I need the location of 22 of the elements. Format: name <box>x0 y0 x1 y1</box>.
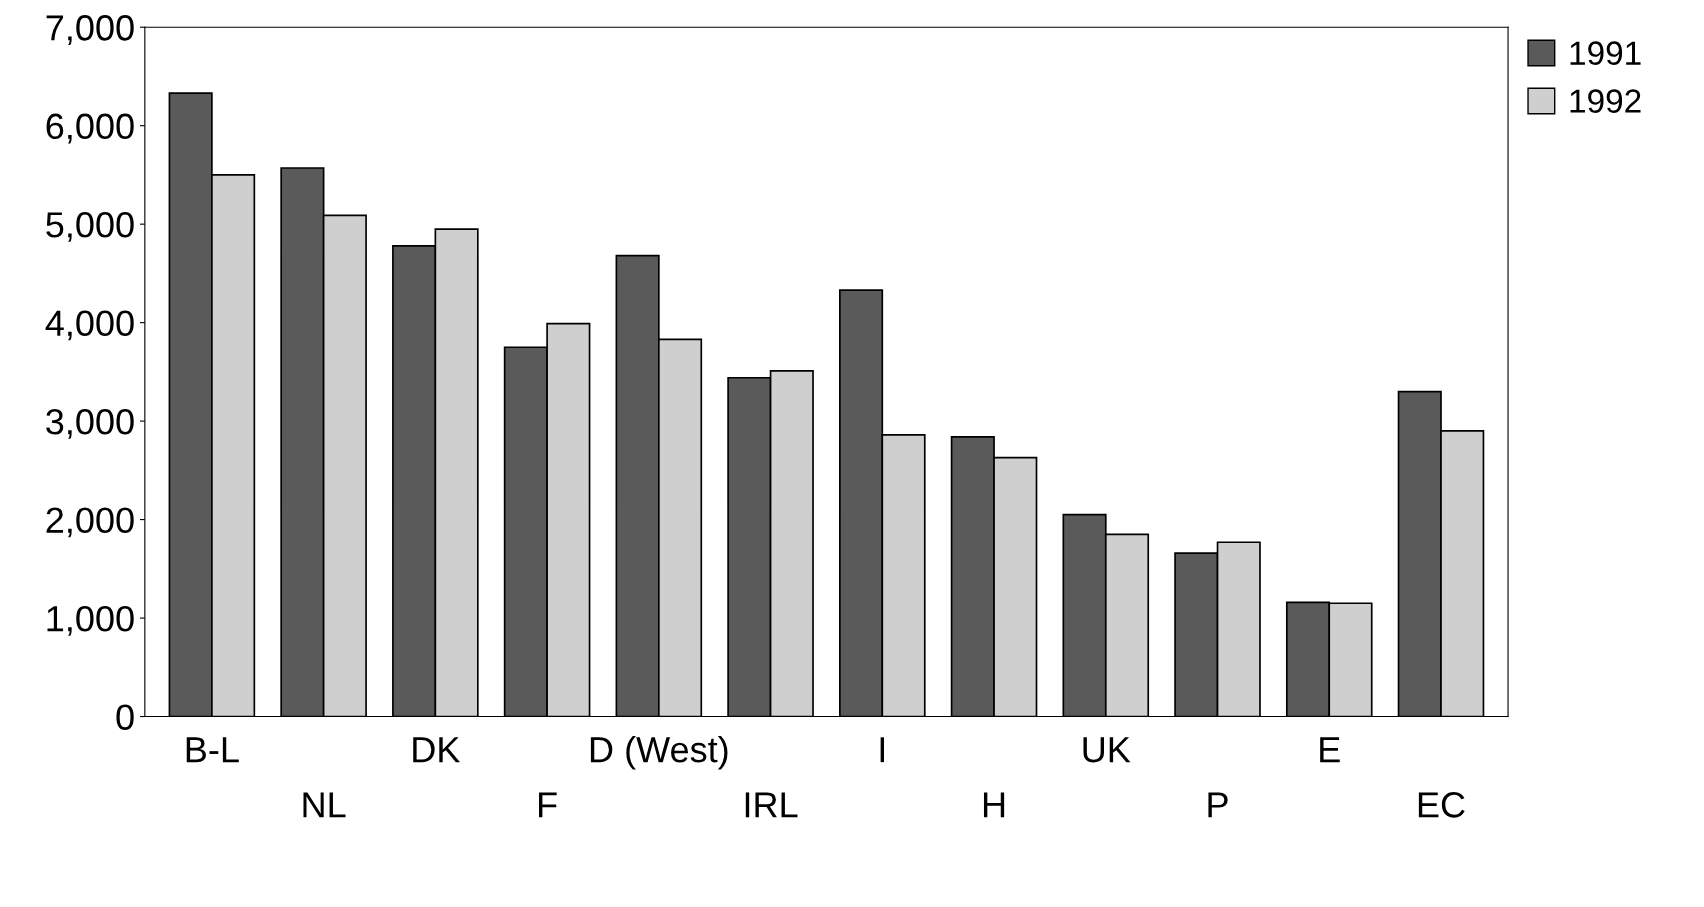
x-tick-label: DK <box>413 737 461 763</box>
x-tick-label: D (West) <box>590 735 728 770</box>
x-tick-label: I <box>880 737 884 763</box>
legend-label: 1992 <box>1570 89 1641 113</box>
x-tick-label: EC <box>1418 792 1465 818</box>
y-tick-label: 4,000 <box>45 310 134 341</box>
y-tick-label: 2,000 <box>46 507 134 538</box>
x-tick-label: E <box>1320 737 1340 763</box>
x-tick-label: P <box>1208 792 1228 818</box>
y-tick-label: 5,000 <box>46 212 134 242</box>
y-tick-label: 3,000 <box>46 408 134 439</box>
y-tick-label: 1,000 <box>47 605 134 636</box>
x-tick-label: B-L <box>186 737 239 763</box>
y-tick-label: 0 <box>116 704 134 730</box>
legend-label: 1991 <box>1570 41 1641 65</box>
x-tick-label: NL <box>303 792 346 818</box>
y-tick-label: 7,000 <box>46 15 134 45</box>
x-tick-label: IRL <box>745 792 798 818</box>
y-tick-label: 6,000 <box>46 113 134 144</box>
x-tick-label: UK <box>1083 737 1131 763</box>
x-tick-label: F <box>539 792 557 818</box>
x-tick-label: H <box>983 792 1005 818</box>
